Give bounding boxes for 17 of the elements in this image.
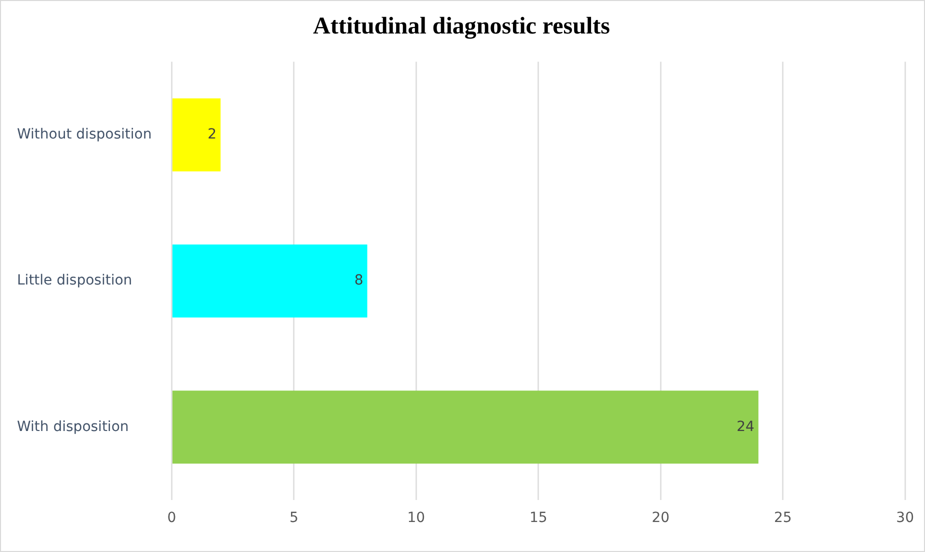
x-tick-label: 5 <box>289 510 298 526</box>
chart-title: Attitudinal diagnostic results <box>313 14 610 40</box>
x-tick-label: 15 <box>529 510 548 526</box>
y-tick-label: Little disposition <box>17 272 132 289</box>
bar <box>172 98 221 172</box>
x-tick-label: 25 <box>774 510 792 526</box>
data-label: 8 <box>354 272 364 289</box>
x-tick-label: 0 <box>167 510 176 526</box>
x-tick-label: 10 <box>407 510 426 526</box>
x-tick-label: 20 <box>652 510 670 526</box>
x-tick-label: 30 <box>896 510 914 526</box>
y-tick-label: Without disposition <box>17 126 152 143</box>
y-tick-label: With disposition <box>17 418 129 435</box>
data-label: 24 <box>736 418 754 435</box>
bar <box>172 390 758 464</box>
bar <box>172 244 368 318</box>
data-label: 2 <box>208 126 217 143</box>
